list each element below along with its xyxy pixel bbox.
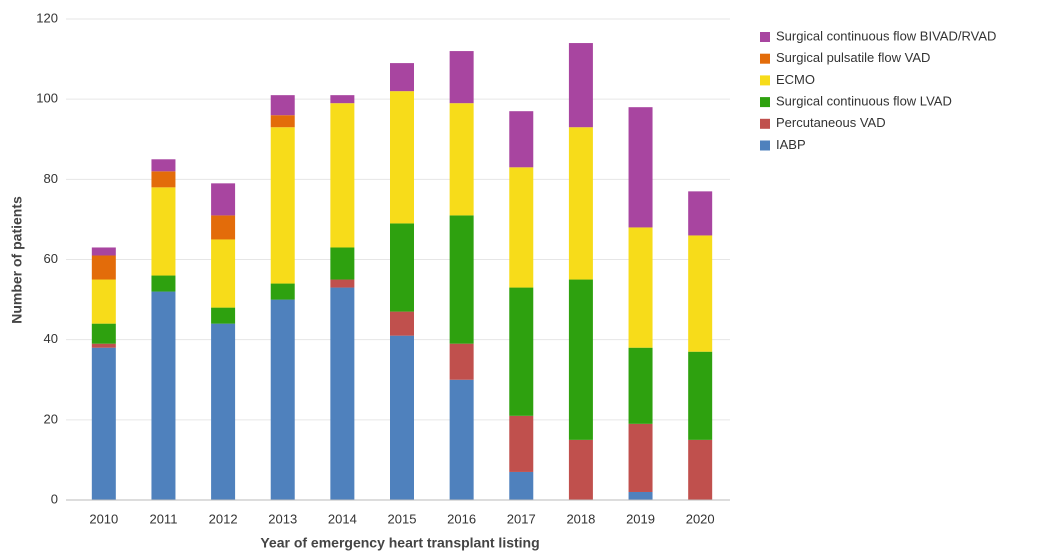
legend-label: Percutaneous VAD xyxy=(776,115,886,130)
bar-segment xyxy=(330,247,355,280)
legend-swatch xyxy=(760,53,770,64)
bar-segment xyxy=(330,95,355,104)
bar-segment xyxy=(509,471,534,500)
y-tick-label: 80 xyxy=(44,171,58,186)
x-tick-label: 2018 xyxy=(566,511,595,526)
bar-segment xyxy=(390,63,414,92)
bar-segment xyxy=(449,343,474,380)
bar-segment xyxy=(91,247,116,256)
bar-segment xyxy=(509,287,534,416)
bar-segment xyxy=(568,279,593,440)
x-tick-label: 2011 xyxy=(149,511,177,526)
bar-segment xyxy=(211,239,236,308)
bar-segment xyxy=(270,283,295,300)
bar-segment xyxy=(91,279,116,324)
bar-segment xyxy=(628,491,653,500)
bar-segment xyxy=(330,103,355,248)
bar-segment xyxy=(390,223,414,312)
bar-segment xyxy=(449,103,474,216)
bar-segment xyxy=(270,299,295,500)
bar-segment xyxy=(211,323,236,500)
bar-segment xyxy=(568,439,593,500)
bar-segment xyxy=(151,171,176,188)
legend-swatch xyxy=(760,75,770,86)
bar-segment xyxy=(211,215,236,240)
x-tick-label: 2013 xyxy=(268,511,297,526)
x-tick-label: 2019 xyxy=(626,511,655,526)
bar-segment xyxy=(688,351,713,440)
bar-segment xyxy=(151,159,176,172)
legend-label: Surgical pulsatile flow VAD xyxy=(776,50,930,65)
bar-segment xyxy=(449,379,474,500)
bar-segment xyxy=(568,43,593,128)
y-tick-label: 100 xyxy=(36,91,58,106)
bar-segment xyxy=(330,279,355,288)
bar-segment xyxy=(91,347,116,500)
bar-segment xyxy=(211,307,236,324)
bar-segment xyxy=(509,111,534,168)
bar-segment xyxy=(449,215,474,344)
legend-label: IABP xyxy=(776,137,806,152)
bar-segment xyxy=(330,287,355,500)
bar-segment xyxy=(688,235,713,352)
bar-segment xyxy=(151,187,176,276)
bar-segment xyxy=(390,335,414,500)
x-tick-label: 2017 xyxy=(507,511,536,526)
y-tick-label: 60 xyxy=(44,251,58,266)
x-tick-label: 2015 xyxy=(388,511,417,526)
bar-segment xyxy=(628,423,653,492)
bar-segment xyxy=(568,127,593,280)
legend-label: ECMO xyxy=(776,72,815,87)
y-tick-label: 40 xyxy=(44,331,58,346)
bar-segment xyxy=(91,323,116,344)
legend-label: Surgical continuous flow BIVAD/RVAD xyxy=(776,28,996,43)
bar-segment xyxy=(390,91,414,224)
y-tick-label: 0 xyxy=(51,491,58,506)
bar-segment xyxy=(270,95,295,116)
bar-segment xyxy=(628,227,653,348)
x-tick-label: 2012 xyxy=(209,511,238,526)
x-tick-label: 2010 xyxy=(89,511,118,526)
bar-segment xyxy=(449,51,474,104)
bar-segment xyxy=(151,291,176,500)
bar-segment xyxy=(390,311,414,336)
bar-segment xyxy=(91,255,116,280)
legend-label: Surgical continuous flow LVAD xyxy=(776,94,952,109)
bar-segment xyxy=(211,183,236,216)
legend-swatch xyxy=(760,97,770,108)
bar-segment xyxy=(509,415,534,472)
bar-segment xyxy=(688,439,713,500)
x-tick-label: 2014 xyxy=(328,511,357,526)
bar-segment xyxy=(270,115,295,128)
bar-segment xyxy=(151,275,176,292)
legend-swatch xyxy=(760,118,770,129)
x-axis-title: Year of emergency heart transplant listi… xyxy=(260,535,539,551)
bar-segment xyxy=(688,191,713,236)
y-tick-label: 20 xyxy=(44,411,58,426)
bar-segment xyxy=(91,343,116,348)
bar-segment xyxy=(628,107,653,228)
legend-swatch xyxy=(760,32,770,42)
x-tick-label: 2016 xyxy=(447,511,476,526)
bar-segment xyxy=(628,347,653,424)
y-tick-label: 120 xyxy=(36,10,58,25)
bar-segment xyxy=(509,167,534,288)
x-tick-label: 2020 xyxy=(686,511,715,526)
bar-segment xyxy=(270,127,295,284)
legend-swatch xyxy=(760,140,770,151)
y-axis-title: Number of patients xyxy=(9,196,25,324)
